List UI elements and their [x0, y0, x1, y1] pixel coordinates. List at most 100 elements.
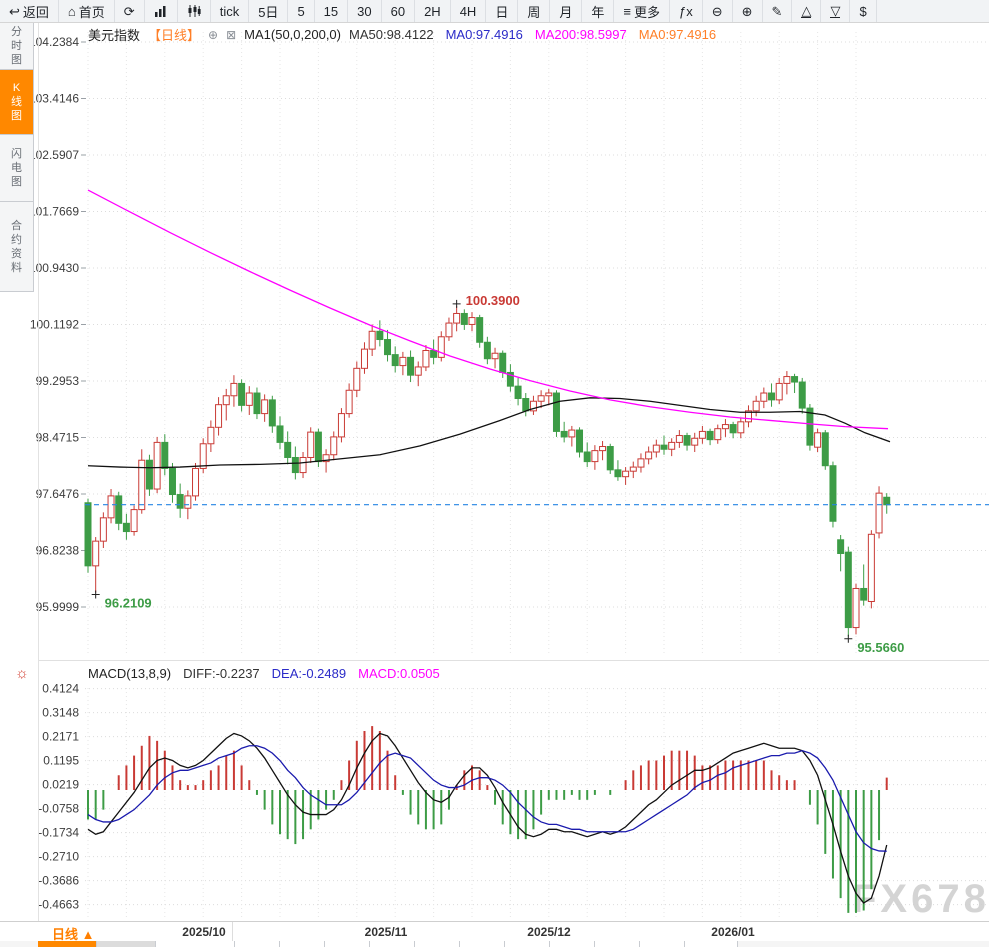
bottom-strip-cell-3[interactable]	[235, 941, 280, 947]
kline-chart-button[interactable]	[178, 0, 211, 22]
zoom-in-button-icon: ⊕	[741, 3, 753, 19]
ma-values: MA50:98.4122 MA0:97.4916 MA200:98.5997 MA0:…	[349, 27, 716, 42]
diff-line	[87, 732, 888, 904]
svg-text:100.1192: 100.1192	[30, 317, 79, 331]
period-tag: 【日线】	[148, 28, 201, 43]
triangle-down-button[interactable]: ▽	[821, 0, 851, 22]
fx678-watermark: FX678	[852, 877, 989, 921]
svg-text:0.0219: 0.0219	[42, 778, 79, 792]
bottom-strip-cell-1[interactable]	[97, 941, 156, 947]
refresh-button[interactable]: ⟳	[115, 0, 145, 22]
svg-text:98.4715: 98.4715	[36, 430, 80, 444]
bottom-strip-cell-13[interactable]	[685, 941, 738, 947]
ma-value-1: MA0:97.4916	[445, 27, 523, 42]
bottom-strip-cell-7[interactable]	[415, 941, 460, 947]
svg-text:99.2953: 99.2953	[36, 374, 80, 388]
indicator-tab-strip	[0, 941, 989, 947]
x-axis-label-2: 2025/12	[527, 925, 571, 939]
interval-30[interactable]: 30	[348, 0, 382, 22]
svg-text:-0.4663: -0.4663	[38, 898, 79, 912]
macd-plot-area[interactable]	[85, 665, 989, 918]
back-button[interactable]: ↩ 返回	[0, 0, 59, 22]
zoom-in-button[interactable]: ⊕	[733, 0, 763, 22]
svg-text:95.9999: 95.9999	[36, 600, 80, 614]
bottom-strip-cell-0[interactable]	[38, 941, 97, 947]
indicator-fx-button-icon: ƒx	[679, 3, 693, 19]
kline-chart-button-icon	[188, 5, 201, 17]
interval-60[interactable]: 60	[382, 0, 416, 22]
bottom-strip-cell-4[interactable]	[280, 941, 325, 947]
side-tab-0[interactable]: 分时图	[0, 22, 34, 70]
main-plot-area[interactable]	[85, 30, 989, 655]
interval-5d[interactable]: 5日	[249, 0, 289, 22]
macd-header: MACD(13,8,9) DIFF:-0.2237 DEA:-0.2489 MACD…	[88, 666, 440, 681]
interval-month-label: 月	[559, 4, 573, 20]
time-axis-bar: 日线 ▲ 2025/10 2025/11 2025/12 2026/01	[0, 921, 989, 942]
dollar-button-icon: $	[859, 3, 867, 19]
panel-settings-icon[interactable]: ⊠	[226, 27, 237, 42]
draw-button[interactable]: ✎	[763, 0, 793, 22]
interval-15[interactable]: 15	[315, 0, 349, 22]
more-menu-button-icon: ≡	[623, 3, 631, 19]
side-tab-3[interactable]: 合约资料	[0, 202, 34, 292]
interval-4h[interactable]: 4H	[451, 0, 487, 22]
svg-text:0.4124: 0.4124	[42, 682, 79, 696]
bar-chart-button[interactable]	[145, 0, 178, 22]
bottom-strip-cell-5[interactable]	[325, 941, 370, 947]
macd-title[interactable]: MACD(13,8,9)	[88, 666, 172, 681]
svg-text:-0.0758: -0.0758	[38, 802, 79, 816]
zoom-out-button[interactable]: ⊖	[703, 0, 733, 22]
svg-text:103.4146: 103.4146	[29, 91, 79, 105]
svg-text:-0.2710: -0.2710	[38, 850, 79, 864]
ma200-line	[87, 189, 889, 430]
interval-60-label: 60	[390, 3, 406, 19]
symbol-title: 美元指数	[88, 28, 141, 43]
bottom-strip-cell-6[interactable]	[370, 941, 415, 947]
interval-4h-label: 4H	[459, 3, 477, 19]
interval-month[interactable]: 月	[550, 0, 583, 22]
zoom-out-button-icon: ⊖	[711, 3, 723, 19]
bottom-strip-cell-11[interactable]	[595, 941, 640, 947]
svg-text:101.7669: 101.7669	[29, 204, 79, 218]
bottom-strip-cell-8[interactable]	[460, 941, 505, 947]
svg-text:0.3148: 0.3148	[42, 706, 79, 720]
ma-value-2: MA200:98.5997	[534, 27, 627, 42]
main-chart-header: 美元指数 【日线】 ⊕ ⊠ MA1(50,0,200,0) MA50:98.41…	[88, 25, 716, 44]
svg-text:102.5907: 102.5907	[29, 148, 79, 162]
triangle-up-button[interactable]: △	[792, 0, 822, 22]
svg-text:104.2384: 104.2384	[29, 35, 79, 49]
back-button-label: 返回	[22, 4, 49, 20]
ma-settings-label[interactable]: MA1(50,0,200,0)	[244, 27, 341, 42]
bar-chart-button-icon	[154, 6, 166, 17]
interval-2h[interactable]: 2H	[415, 0, 451, 22]
interval-tick[interactable]: tick	[211, 0, 250, 22]
home-button-label: 首页	[78, 4, 105, 20]
interval-5d-label: 5日	[258, 4, 279, 20]
interval-5[interactable]: 5	[288, 0, 315, 22]
price-annotation: 100.3900	[466, 293, 520, 308]
home-button[interactable]: ⌂ 首页	[59, 0, 115, 22]
x-axis-label-0: 2025/10	[182, 925, 226, 939]
period-selector-button[interactable]: 日线 ▲	[52, 927, 95, 942]
more-menu-button[interactable]: ≡ 更多	[614, 0, 670, 22]
indicator-fx-button[interactable]: ƒx	[670, 0, 703, 22]
bottom-strip-cell-2[interactable]	[156, 941, 235, 947]
dollar-button[interactable]: $	[850, 0, 877, 22]
add-compare-icon[interactable]: ⊕	[208, 27, 219, 42]
ma-value-0: MA50:98.4122	[349, 27, 434, 42]
bottom-strip-cell-12[interactable]	[640, 941, 685, 947]
indicator-settings-icon[interactable]: ☼	[15, 665, 29, 682]
interval-30-label: 30	[357, 3, 372, 19]
ma-value-3: MA0:97.4916	[638, 27, 717, 42]
top-toolbar: ↩ 返回 ⌂ 首页 ⟳ tick 5日 5 15 30 60 2H 4H 日周月年 ≡ 更多 ƒx ⊖ ⊕ ✎ △ ▽ $	[0, 0, 989, 23]
interval-year[interactable]: 年	[582, 0, 615, 22]
panel-left-border	[38, 22, 39, 940]
side-tab-2[interactable]: 闪电图	[0, 135, 34, 202]
bottom-strip-cell-10[interactable]	[550, 941, 595, 947]
interval-week[interactable]: 周	[518, 0, 551, 22]
interval-day[interactable]: 日	[486, 0, 519, 22]
bottom-strip-cell-9[interactable]	[505, 941, 550, 947]
